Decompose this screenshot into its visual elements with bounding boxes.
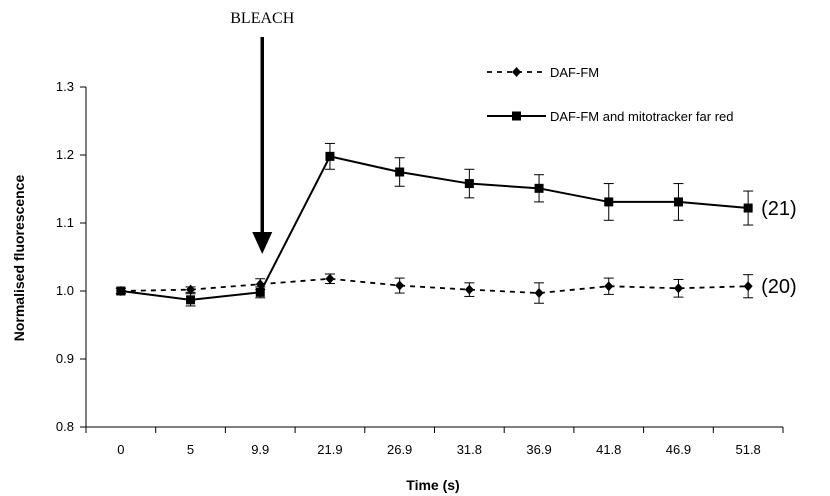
data-point bbox=[534, 288, 544, 299]
plot-area: (20) (21) bbox=[115, 142, 797, 307]
legend-marker bbox=[512, 111, 521, 121]
data-point bbox=[325, 151, 335, 161]
data-point bbox=[743, 203, 753, 213]
x-tick-label: 21.9 bbox=[317, 442, 342, 457]
data-point bbox=[325, 273, 335, 284]
y-tick-label: 1.2 bbox=[56, 147, 74, 162]
y-tick-label: 0.8 bbox=[56, 419, 74, 434]
data-point bbox=[186, 295, 196, 305]
data-point bbox=[395, 167, 405, 177]
y-tick-label: 1.1 bbox=[56, 215, 74, 230]
bleach-arrow-head bbox=[252, 232, 273, 254]
legend-marker bbox=[512, 67, 521, 77]
data-point bbox=[673, 283, 683, 294]
data-point bbox=[673, 197, 683, 207]
y-tick-label: 0.9 bbox=[56, 351, 74, 366]
y-tick-label: 1.0 bbox=[56, 283, 74, 298]
data-point bbox=[186, 284, 196, 295]
x-tick-label: 36.9 bbox=[526, 442, 551, 457]
data-point bbox=[116, 286, 126, 296]
x-tick-label: 46.9 bbox=[666, 442, 691, 457]
data-point bbox=[604, 197, 614, 207]
x-tick-label: 0 bbox=[117, 442, 124, 457]
bleach-annotation-label: BLEACH bbox=[230, 10, 294, 27]
x-tick-label: 9.9 bbox=[251, 442, 269, 457]
annotation-layer: BLEACH bbox=[230, 10, 295, 254]
x-tick-label: 5 bbox=[187, 442, 194, 457]
data-point bbox=[395, 280, 405, 291]
x-tick-label: 51.8 bbox=[735, 442, 760, 457]
legend: DAF-FM DAF-FM and mitotracker far red bbox=[487, 65, 734, 124]
data-point bbox=[464, 284, 474, 295]
data-point bbox=[604, 281, 614, 292]
legend-label: DAF-FM bbox=[550, 65, 599, 80]
x-axis-title: Time (s) bbox=[406, 477, 459, 493]
x-tick-label: 26.9 bbox=[387, 442, 412, 457]
data-point bbox=[534, 183, 544, 193]
data-point bbox=[464, 179, 474, 189]
series-end-label: (21) bbox=[761, 198, 797, 220]
series-end-label: (20) bbox=[761, 276, 797, 298]
y-tick-label: 1.3 bbox=[56, 79, 74, 94]
data-point bbox=[255, 287, 265, 297]
data-point bbox=[743, 281, 753, 292]
series-line bbox=[120, 155, 749, 301]
x-tick-label: 31.8 bbox=[457, 442, 482, 457]
y-axis-title: Normalised fluorescence bbox=[11, 175, 27, 342]
x-tick-label: 41.8 bbox=[596, 442, 621, 457]
chart-axes: 0.8 0.9 1.0 1.1 1.2 1.3 0 5 9.9 21.9 26.9 31.8 36.9 4… bbox=[56, 79, 784, 457]
series-line bbox=[120, 277, 749, 294]
legend-label: DAF-FM and mitotracker far red bbox=[550, 109, 734, 124]
